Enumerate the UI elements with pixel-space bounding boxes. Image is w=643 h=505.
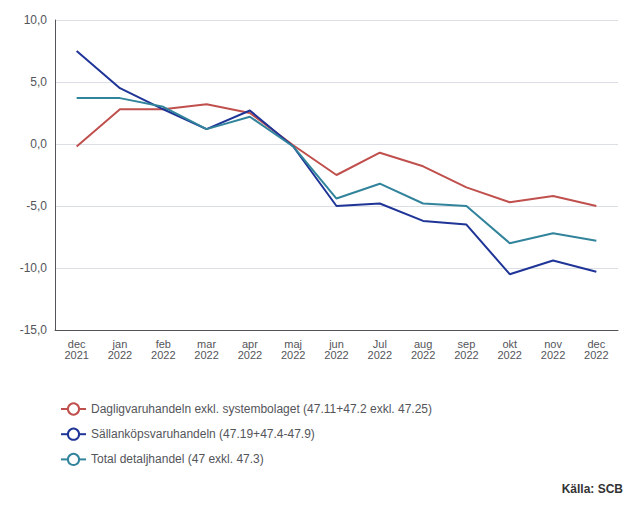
svg-text:2021: 2021 [64, 349, 88, 361]
svg-text:5,0: 5,0 [30, 75, 47, 89]
svg-text:2022: 2022 [368, 349, 392, 361]
svg-text:2022: 2022 [497, 349, 521, 361]
svg-text:0,0: 0,0 [30, 137, 47, 151]
svg-text:Jul: Jul [372, 337, 387, 350]
svg-text:jun: jun [329, 337, 344, 350]
svg-text:2022: 2022 [584, 349, 608, 361]
svg-text:2022: 2022 [324, 349, 348, 361]
svg-text:okt: okt [502, 337, 518, 350]
svg-text:-10,0: -10,0 [20, 261, 48, 275]
svg-text:-5,0: -5,0 [26, 199, 47, 213]
svg-text:10,0: 10,0 [24, 13, 48, 27]
svg-text:feb: feb [155, 337, 171, 350]
svg-text:mar: mar [197, 337, 217, 350]
svg-text:2022: 2022 [411, 349, 435, 361]
svg-text:2022: 2022 [108, 349, 132, 361]
svg-text:aug: aug [413, 337, 433, 350]
svg-text:2022: 2022 [454, 349, 478, 361]
svg-text:2022: 2022 [238, 349, 262, 361]
svg-text:maj: maj [284, 337, 303, 350]
svg-text:Total detaljhandel (47 exkl. 4: Total detaljhandel (47 exkl. 47.3) [91, 452, 264, 466]
svg-text:dec: dec [587, 337, 606, 350]
svg-text:2022: 2022 [541, 349, 565, 361]
svg-text:jan: jan [112, 337, 128, 350]
svg-text:Dagligvaruhandeln exkl. system: Dagligvaruhandeln exkl. systembolaget (4… [91, 402, 432, 416]
svg-text:sep: sep [457, 337, 476, 350]
svg-text:apr: apr [241, 337, 258, 350]
svg-text:nov: nov [544, 337, 562, 350]
svg-text:Sällanköpsvaruhandeln (47.19+4: Sällanköpsvaruhandeln (47.19+47.4-47.9) [91, 427, 315, 441]
svg-text:dec: dec [67, 337, 86, 350]
svg-text:2022: 2022 [151, 349, 175, 361]
svg-text:Källa: SCB: Källa: SCB [562, 482, 624, 496]
svg-text:2022: 2022 [281, 349, 305, 361]
svg-text:-15,0: -15,0 [20, 323, 48, 337]
svg-text:2022: 2022 [194, 349, 218, 361]
